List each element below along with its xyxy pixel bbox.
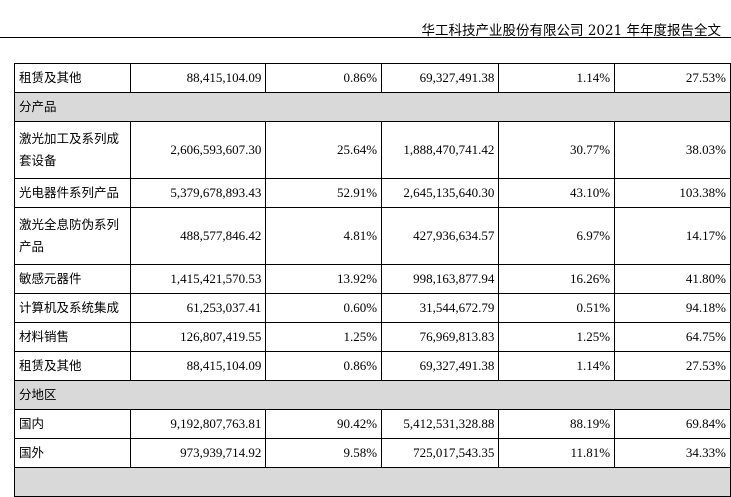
prev-amount-cell: 76,969,813.83 [381, 322, 500, 352]
row-name: 租赁及其他 [14, 63, 131, 93]
row-name: 国内 [14, 409, 131, 439]
prev-amount-cell: 69,327,491.38 [381, 351, 500, 381]
prev-amount-cell: 725,017,543.35 [381, 438, 500, 468]
amount-cell: 88,415,104.09 [129, 351, 267, 381]
table-row: 光电器件系列产品 5,379,678,893.43 52.91% 2,645,1… [14, 178, 731, 208]
row-name: 激光加工及系列成套设备 [14, 121, 131, 179]
revenue-breakdown-table: 租赁及其他 88,415,104.09 0.86% 69,327,491.38 … [14, 63, 731, 497]
section-label: 分产品 [14, 92, 731, 122]
table-row: 租赁及其他 88,415,104.09 0.86% 69,327,491.38 … [14, 351, 731, 381]
row-name: 敏感元器件 [14, 264, 131, 294]
prev-share-cell: 43.10% [498, 178, 616, 208]
prev-amount-cell: 2,645,135,640.30 [381, 178, 500, 208]
change-cell: 27.53% [614, 63, 731, 93]
table-row: 激光加工及系列成套设备 2,606,593,607.30 25.64% 1,88… [14, 121, 731, 179]
prev-amount-cell: 31,544,672.79 [381, 293, 500, 323]
share-cell: 25.64% [265, 121, 383, 179]
prev-share-cell: 6.97% [498, 207, 616, 265]
share-cell: 1.25% [265, 322, 383, 352]
change-cell: 27.53% [614, 351, 731, 381]
share-cell: 13.92% [265, 264, 383, 294]
prev-share-cell: 1.25% [498, 322, 616, 352]
table-row: 租赁及其他 88,415,104.09 0.86% 69,327,491.38 … [14, 63, 731, 93]
share-cell: 0.86% [265, 351, 383, 381]
section-row: 分产品 [14, 92, 731, 122]
row-name: 光电器件系列产品 [14, 178, 131, 208]
section-row: 分地区 [14, 380, 731, 410]
amount-cell: 1,415,421,570.53 [129, 264, 267, 294]
prev-amount-cell: 69,327,491.38 [381, 63, 500, 93]
change-cell: 34.33% [614, 438, 731, 468]
amount-cell: 9,192,807,763.81 [129, 409, 267, 439]
table-row: 计算机及系统集成 61,253,037.41 0.60% 31,544,672.… [14, 293, 731, 323]
change-cell: 38.03% [614, 121, 731, 179]
row-name: 国外 [14, 438, 131, 468]
change-cell: 103.38% [614, 178, 731, 208]
prev-share-cell: 30.77% [498, 121, 616, 179]
prev-amount-cell: 5,412,531,328.88 [381, 409, 500, 439]
header-divider [0, 37, 731, 38]
row-name: 激光全息防伪系列产品 [14, 207, 131, 265]
change-cell: 64.75% [614, 322, 731, 352]
change-cell: 14.17% [614, 207, 731, 265]
change-cell: 69.84% [614, 409, 731, 439]
amount-cell: 61,253,037.41 [129, 293, 267, 323]
table-row: 国外 973,939,714.92 9.58% 725,017,543.35 1… [14, 438, 731, 468]
row-name: 租赁及其他 [14, 351, 131, 381]
amount-cell: 488,577,846.42 [129, 207, 267, 265]
table-row: 材料销售 126,807,419.55 1.25% 76,969,813.83 … [14, 322, 731, 352]
amount-cell: 973,939,714.92 [129, 438, 267, 468]
page-header-title: 华工科技产业股份有限公司 2021 年年度报告全文 [421, 23, 721, 39]
row-name: 材料销售 [14, 322, 131, 352]
change-cell: 41.80% [614, 264, 731, 294]
amount-cell: 5,379,678,893.43 [129, 178, 267, 208]
change-cell: 94.18% [614, 293, 731, 323]
amount-cell: 126,807,419.55 [129, 322, 267, 352]
row-name: 计算机及系统集成 [14, 293, 131, 323]
prev-share-cell: 88.19% [498, 409, 616, 439]
prev-amount-cell: 1,888,470,741.42 [381, 121, 500, 179]
share-cell: 0.60% [265, 293, 383, 323]
section-label [14, 467, 731, 497]
prev-share-cell: 0.51% [498, 293, 616, 323]
amount-cell: 88,415,104.09 [129, 63, 267, 93]
share-cell: 4.81% [265, 207, 383, 265]
table-row: 激光全息防伪系列产品 488,577,846.42 4.81% 427,936,… [14, 207, 731, 265]
prev-amount-cell: 998,163,877.94 [381, 264, 500, 294]
prev-share-cell: 16.26% [498, 264, 616, 294]
table-row: 国内 9,192,807,763.81 90.42% 5,412,531,328… [14, 409, 731, 439]
table-row: 敏感元器件 1,415,421,570.53 13.92% 998,163,87… [14, 264, 731, 294]
share-cell: 90.42% [265, 409, 383, 439]
share-cell: 0.86% [265, 63, 383, 93]
amount-cell: 2,606,593,607.30 [129, 121, 267, 179]
share-cell: 9.58% [265, 438, 383, 468]
prev-share-cell: 11.81% [498, 438, 616, 468]
section-row [14, 467, 731, 497]
prev-amount-cell: 427,936,634.57 [381, 207, 500, 265]
prev-share-cell: 1.14% [498, 351, 616, 381]
prev-share-cell: 1.14% [498, 63, 616, 93]
section-label: 分地区 [14, 380, 731, 410]
share-cell: 52.91% [265, 178, 383, 208]
